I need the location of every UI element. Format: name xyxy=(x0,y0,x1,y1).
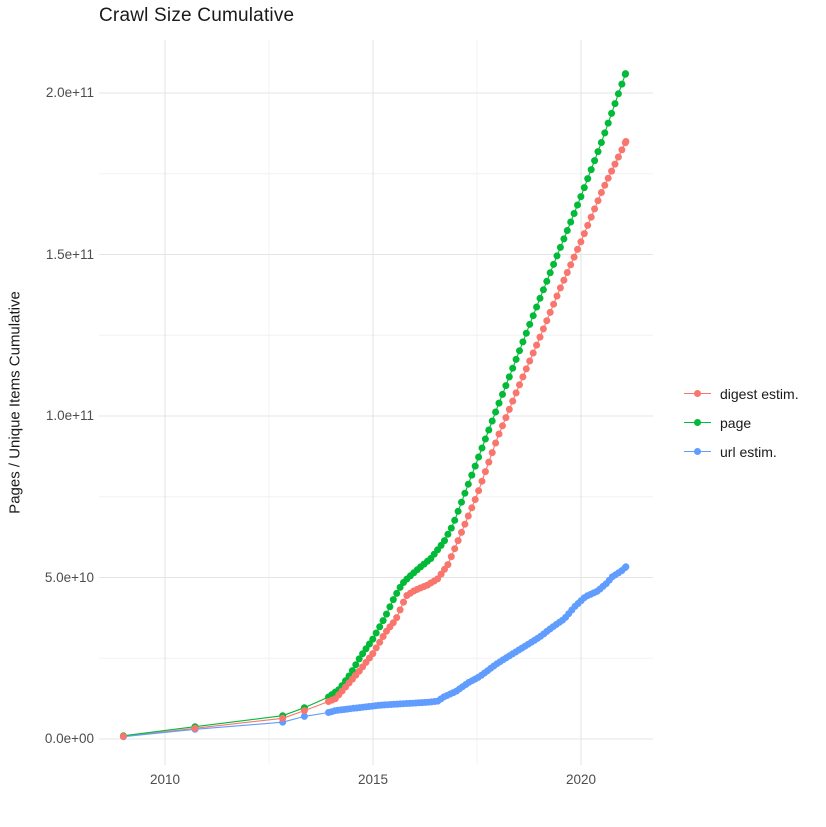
y-tick-label: 1.0e+11 xyxy=(45,408,94,423)
gridlines-minor xyxy=(99,40,653,765)
legend-key-icon xyxy=(684,447,711,457)
legend-item-digest-estim-: digest estim. xyxy=(684,379,799,408)
chart-title: Crawl Size Cumulative xyxy=(99,5,295,26)
legend: digest estim. page url estim. xyxy=(684,379,799,466)
gridlines-major xyxy=(99,40,653,765)
y-tick-label: 5.0e+10 xyxy=(44,569,94,585)
x-tick-label: 2020 xyxy=(565,772,597,787)
legend-label: digest estim. xyxy=(720,385,799,402)
x-tick-label: 2015 xyxy=(357,772,389,787)
dots-page xyxy=(119,70,629,740)
legend-item-page: page xyxy=(684,408,799,437)
legend-key-icon xyxy=(684,418,711,428)
y-tick-label: 0.0e+00 xyxy=(44,731,94,746)
y-tick-label: 2.0e+11 xyxy=(45,85,94,100)
legend-label: url estim. xyxy=(720,443,777,460)
legend-item-url-estim-: url estim. xyxy=(684,437,799,466)
legend-key-icon xyxy=(684,389,711,399)
legend-label: page xyxy=(720,414,752,431)
x-tick-label: 2010 xyxy=(149,772,181,787)
y-tick-label: 1.5e+11 xyxy=(45,246,94,262)
dots-digest-estim- xyxy=(119,138,630,740)
